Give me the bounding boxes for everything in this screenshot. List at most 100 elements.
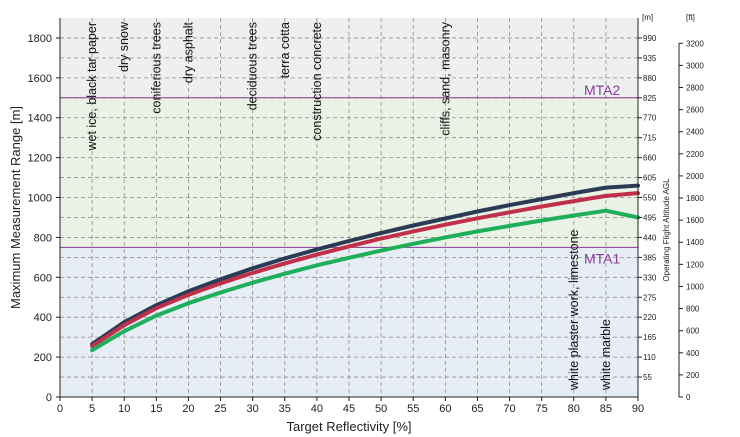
data-point [508, 224, 511, 228]
m-tick-label: 935 [643, 54, 657, 63]
m-tick-label: 110 [643, 353, 656, 362]
material-label: cliffs, sand, masonry [438, 21, 452, 135]
data-point [411, 224, 415, 227]
data-point [604, 209, 608, 212]
y-tick-label: 1200 [28, 153, 52, 165]
ft-tick-label: 2400 [686, 128, 704, 137]
x-tick-label: 10 [118, 403, 130, 415]
material-label: construction concrete [310, 22, 324, 141]
y-tick-label: 0 [46, 392, 52, 404]
data-point [187, 293, 190, 297]
m-tick-label: 275 [643, 293, 657, 302]
m-tick-label: 990 [643, 34, 657, 43]
material-label: coniferious trees [149, 22, 163, 114]
y-tick-label: 200 [34, 352, 52, 364]
m-tick-label: 330 [643, 273, 657, 282]
material-labels: wet ice, black tar paper dry snow coniferi… [85, 21, 613, 391]
material-label: dry asphalt [181, 21, 195, 83]
ft-tick-label: 800 [686, 305, 700, 314]
data-point [540, 219, 543, 222]
m-tick-label: 220 [643, 313, 657, 322]
ft-tick-label: 0 [686, 393, 691, 402]
x-tick-label: 70 [503, 403, 515, 415]
x-tick-label: 85 [600, 403, 612, 415]
m-tick-label: 550 [643, 194, 657, 203]
data-point [347, 245, 351, 248]
material-label: deciduous trees [246, 22, 260, 110]
ft-axis-title: Operating Flight Altitude AGL [662, 178, 671, 282]
ft-tick-label: 1400 [686, 238, 704, 247]
data-point [251, 271, 254, 275]
data-point [219, 291, 222, 294]
data-point [283, 257, 287, 260]
data-point [444, 236, 447, 239]
data-point [540, 197, 543, 201]
ft-tick-label: 2200 [686, 150, 704, 159]
grid-lines [60, 18, 639, 397]
data-point [315, 264, 319, 267]
ft-tick-label: 1800 [686, 194, 704, 203]
m-tick-label: 825 [643, 94, 657, 103]
data-point [540, 205, 543, 208]
data-point [476, 230, 479, 233]
y-tick-label: 1400 [28, 113, 52, 125]
m-tick-label: 880 [643, 74, 657, 83]
y-tick-label: 400 [34, 312, 52, 324]
data-point [122, 329, 126, 333]
data-point [444, 223, 447, 226]
data-point [379, 237, 383, 240]
x-axis-title: Target Reflectivity [%] [287, 419, 412, 434]
y-axis-title: Maximum Measurement Range [m] [8, 106, 23, 309]
material-label: dry snow [117, 21, 131, 72]
data-point [604, 186, 608, 189]
data-point [508, 210, 511, 214]
m-tick-label: 770 [643, 114, 657, 123]
ft-tick-label: 1000 [686, 282, 704, 291]
data-point [187, 301, 190, 305]
ft-tick-label: 600 [686, 327, 700, 336]
data-point [476, 216, 479, 220]
m-tick-label: 385 [643, 253, 657, 262]
x-tick-label: 25 [214, 403, 226, 415]
data-point [283, 272, 287, 276]
series-line [90, 191, 640, 349]
x-tick-label: 35 [279, 403, 291, 415]
m-tick-label: 440 [643, 233, 657, 242]
x-tick-label: 50 [375, 403, 387, 415]
x-tick-label: 45 [343, 403, 355, 415]
x-tick-label: 60 [439, 403, 451, 415]
data-point [90, 348, 94, 352]
data-point [379, 231, 383, 235]
data-point [572, 191, 576, 195]
right-axes: [m] 55 110 165 220 275 330 385 440 495 550 605 660 71… [638, 13, 704, 402]
data-point [347, 256, 351, 260]
data-point [90, 344, 94, 348]
data-point [155, 314, 158, 317]
ft-tick-label: 1200 [686, 260, 704, 269]
x-tick-label: 20 [182, 403, 194, 415]
x-tick-label: 65 [471, 403, 483, 415]
m-tick-label: 715 [643, 134, 657, 143]
data-point [604, 194, 608, 198]
ft-tick-label: 3200 [686, 39, 704, 48]
mta-label: MTA2 [584, 82, 621, 98]
data-point [315, 248, 319, 251]
ft-tick-label: 3000 [686, 61, 704, 70]
x-tick-label: 15 [150, 403, 162, 415]
y-tick-label: 600 [34, 272, 52, 284]
material-label: terra cotta [278, 22, 292, 78]
y-tick-label: 1000 [28, 193, 52, 205]
data-point [411, 242, 415, 246]
x-tick-label: 90 [632, 403, 644, 415]
mta-label: MTA1 [584, 250, 621, 266]
data-point [251, 267, 254, 270]
ft-tick-label: 1600 [686, 216, 704, 225]
data-point [122, 323, 126, 327]
y-tick-label: 1600 [28, 73, 52, 85]
y-tick-label: 800 [34, 232, 52, 244]
data-point [444, 217, 447, 220]
data-point [572, 199, 576, 203]
data-point [187, 289, 190, 293]
